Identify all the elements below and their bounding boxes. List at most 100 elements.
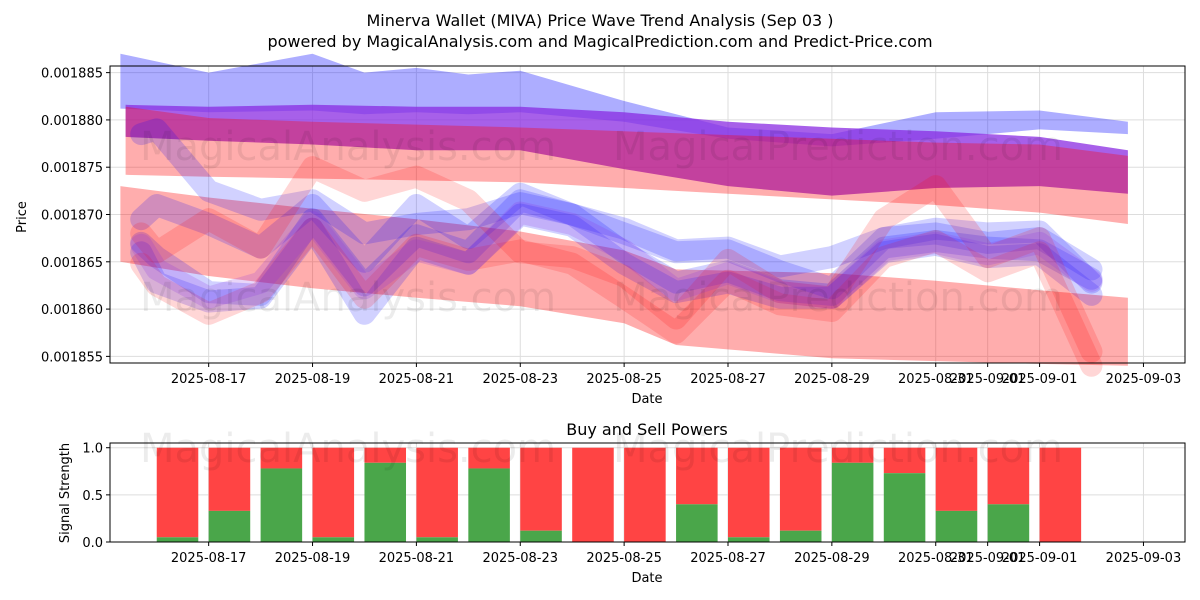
buy-bar (935, 510, 978, 542)
sell-bar (1039, 447, 1082, 542)
sell-bar (676, 447, 718, 505)
price-wave-2 (130, 182, 1103, 300)
buy-bar (779, 530, 822, 542)
sell-bar (572, 447, 614, 542)
price-y-tick-label: 0.001860 (41, 303, 103, 318)
buy-bar (831, 462, 874, 542)
price-x-tick-label: 2025-08-29 (794, 372, 870, 387)
sell-bar (520, 447, 562, 531)
sell-bar (987, 447, 1030, 505)
price-y-tick-label: 0.001855 (41, 350, 103, 365)
signal-y-tick-label: 1.0 (82, 442, 103, 457)
buy-bar (468, 468, 510, 542)
sell-bar (831, 447, 874, 463)
price-x-tick-label: 2025-09-01 (950, 372, 1026, 387)
signal-y-label: Signal Strength (58, 443, 73, 543)
watermark-prediction-bottom: MagicalPrediction.com (613, 426, 1063, 472)
price-y-axis: 0.001855 0.001860 0.001865 0.001870 0.001875… (41, 67, 110, 365)
watermark-analysis-bottom: MagicalAnalysis.com (140, 426, 556, 472)
price-band-3 (120, 186, 1128, 366)
price-x-tick-label: 2025-08-31 (898, 372, 974, 387)
price-wave-1 (130, 189, 1103, 306)
signal-plot-frame (109, 442, 1186, 543)
buy-bar (364, 462, 407, 542)
sell-bar (935, 447, 978, 511)
price-x-tick-label: 2025-08-19 (275, 372, 351, 387)
signal-chart-title: Buy and Sell Powers (566, 420, 728, 439)
buy-bar (156, 537, 199, 542)
signal-x-tick-label: 2025-08-25 (586, 551, 662, 566)
chart-title: Minerva Wallet (MIVA) Price Wave Trend A… (367, 11, 834, 30)
sell-bar (260, 447, 303, 469)
buy-bar (987, 504, 1030, 542)
signal-y-tick-label: 0.0 (82, 536, 103, 551)
buy-bar (208, 510, 251, 542)
price-y-tick-label: 0.001865 (41, 256, 103, 271)
signal-y-tick-label: 0.5 (82, 489, 103, 504)
price-y-tick-label: 0.001880 (41, 114, 103, 129)
signal-x-tick-label: 2025-08-17 (171, 551, 247, 566)
sell-bar (416, 447, 458, 538)
price-y-tick-label: 0.001870 (41, 209, 103, 224)
signal-x-tick-label: 2025-08-31 (898, 551, 974, 566)
price-wave-3 (130, 203, 1103, 325)
sell-bar (624, 447, 666, 542)
price-wave-0 (130, 118, 1103, 294)
signal-x-tick-label: 2025-09-03 (1106, 551, 1182, 566)
signal-x-tick-label: 2025-09-01 (950, 551, 1026, 566)
watermark-analysis-mid: MagicalAnalysis.com (140, 275, 556, 321)
price-x-tick-label: 2025-08-27 (690, 372, 766, 387)
price-wave-6 (130, 201, 1103, 309)
price-chart: MagicalAnalysis.com MagicalPrediction.co… (15, 53, 1186, 407)
signal-x-tick-label: 2025-08-23 (482, 551, 558, 566)
price-band-1 (125, 104, 1128, 196)
price-band-2 (125, 106, 1128, 224)
price-x-tick-label: 2025-08-17 (171, 372, 247, 387)
signal-bars (156, 447, 1082, 542)
price-band-0 (120, 53, 1128, 147)
price-bands (120, 53, 1128, 366)
price-x-tick-label: 2025-09-03 (1106, 372, 1182, 387)
buy-bar (676, 504, 718, 542)
chart-subtitle: powered by MagicalAnalysis.com and Magic… (267, 32, 932, 51)
sell-bar (727, 447, 770, 538)
signal-x-label: Date (631, 571, 662, 586)
buy-bar (312, 537, 355, 542)
price-y-label: Price (15, 201, 30, 233)
signal-y-axis: 0.0 0.5 1.0 (82, 442, 110, 551)
price-x-tick-label: 2025-09-01 (1002, 372, 1078, 387)
price-x-tick-label: 2025-08-23 (482, 372, 558, 387)
watermark-prediction-mid: MagicalPrediction.com (613, 275, 1063, 321)
signal-x-tick-label: 2025-08-27 (690, 551, 766, 566)
sell-bar (312, 447, 355, 538)
signal-x-tick-label: 2025-08-19 (275, 551, 351, 566)
signal-x-axis: 2025-08-17 2025-08-19 2025-08-21 2025-08-23… (171, 542, 1181, 566)
signal-x-tick-label: 2025-08-21 (379, 551, 455, 566)
sell-bar (468, 447, 510, 469)
watermark-prediction-top: MagicalPrediction.com (613, 124, 1063, 170)
signal-x-tick-label: 2025-09-01 (1002, 551, 1078, 566)
buy-bar (727, 537, 770, 542)
signal-x-tick-label: 2025-08-29 (794, 551, 870, 566)
price-x-tick-label: 2025-08-25 (586, 372, 662, 387)
price-wave-lines (130, 118, 1103, 377)
price-x-tick-label: 2025-08-21 (379, 372, 455, 387)
price-x-axis: 2025-08-17 2025-08-19 2025-08-21 2025-08-23… (171, 363, 1181, 387)
sell-bar (208, 447, 251, 511)
buy-bar (260, 468, 303, 542)
price-wave-5 (130, 217, 1103, 377)
sell-bar (364, 447, 407, 463)
price-wave-4 (130, 156, 1103, 363)
buy-bar (520, 530, 562, 542)
price-y-tick-label: 0.001885 (41, 67, 103, 82)
sell-bar (156, 447, 199, 538)
price-y-tick-label: 0.001875 (41, 161, 103, 176)
signal-chart: Buy and Sell Powers MagicalAnalysis.com … (58, 420, 1186, 586)
price-x-label: Date (631, 392, 662, 407)
watermark-analysis-top: MagicalAnalysis.com (140, 124, 556, 170)
buy-bar (416, 537, 458, 542)
buy-bar (883, 473, 926, 542)
sell-bar (883, 447, 926, 474)
sell-bar (779, 447, 822, 531)
